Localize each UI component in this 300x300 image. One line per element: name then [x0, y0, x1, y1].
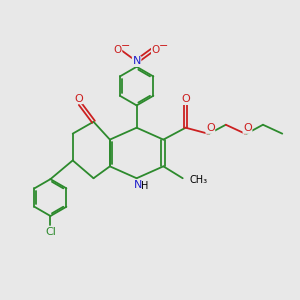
Text: −: −	[158, 41, 168, 51]
Text: O: O	[113, 45, 122, 55]
Text: O: O	[152, 45, 160, 55]
Text: O: O	[206, 123, 215, 133]
Text: N: N	[134, 180, 142, 190]
Text: CH₃: CH₃	[189, 175, 207, 185]
Text: O: O	[181, 94, 190, 104]
Text: N: N	[132, 56, 141, 66]
Text: −: −	[120, 41, 130, 51]
Text: O: O	[74, 94, 83, 103]
Text: Cl: Cl	[45, 227, 56, 237]
Text: O: O	[243, 123, 252, 133]
Text: H: H	[141, 181, 148, 191]
